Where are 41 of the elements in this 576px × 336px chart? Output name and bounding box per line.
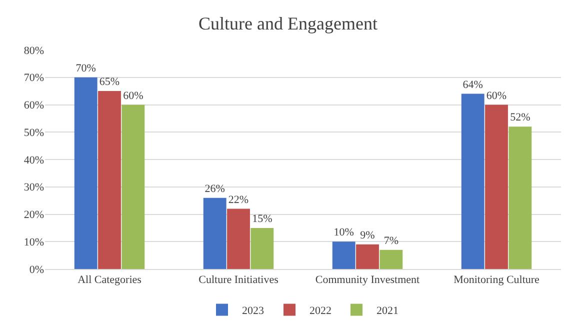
bar xyxy=(485,104,508,269)
data-label: 10% xyxy=(334,226,354,239)
bar xyxy=(227,208,250,269)
bar xyxy=(356,244,379,269)
data-label: 65% xyxy=(99,76,120,88)
legend-label: 2023 xyxy=(242,305,264,318)
data-label: 26% xyxy=(204,182,225,195)
x-tick-label: All Categories xyxy=(78,274,142,286)
data-label: 7% xyxy=(384,234,398,247)
data-label: 9% xyxy=(360,229,375,242)
legend-label: 2021 xyxy=(376,305,398,318)
y-tick-label: 60% xyxy=(24,100,44,112)
y-tick-label: 20% xyxy=(24,209,44,222)
data-label: 70% xyxy=(76,62,96,74)
bar xyxy=(74,77,98,269)
chart-title: Culture and Engagement xyxy=(198,13,378,34)
y-tick-label: 10% xyxy=(24,236,44,248)
bar xyxy=(332,242,356,269)
bar xyxy=(250,228,274,269)
x-tick-label: Monitoring Culture xyxy=(454,274,540,286)
bar xyxy=(203,198,226,269)
y-tick-label: 80% xyxy=(24,44,44,57)
y-tick-label: 0% xyxy=(29,264,44,276)
y-tick-label: 40% xyxy=(24,154,44,166)
legend-label: 2022 xyxy=(310,305,332,318)
bar xyxy=(380,250,403,269)
data-label: 64% xyxy=(462,78,483,91)
data-label: 52% xyxy=(510,112,530,124)
data-label: 60% xyxy=(486,90,507,102)
bar xyxy=(98,91,121,269)
x-tick-label: Culture Initiatives xyxy=(198,274,278,286)
y-tick-label: 70% xyxy=(24,72,44,84)
data-label: 15% xyxy=(252,212,272,225)
data-label: 60% xyxy=(123,90,144,102)
bar xyxy=(508,126,532,269)
bar xyxy=(122,104,145,269)
x-tick-label: Community Investment xyxy=(315,274,420,286)
y-tick-label: 30% xyxy=(24,182,44,194)
y-tick-label: 50% xyxy=(24,126,44,139)
bar xyxy=(461,94,484,269)
data-label: 22% xyxy=(228,194,249,206)
